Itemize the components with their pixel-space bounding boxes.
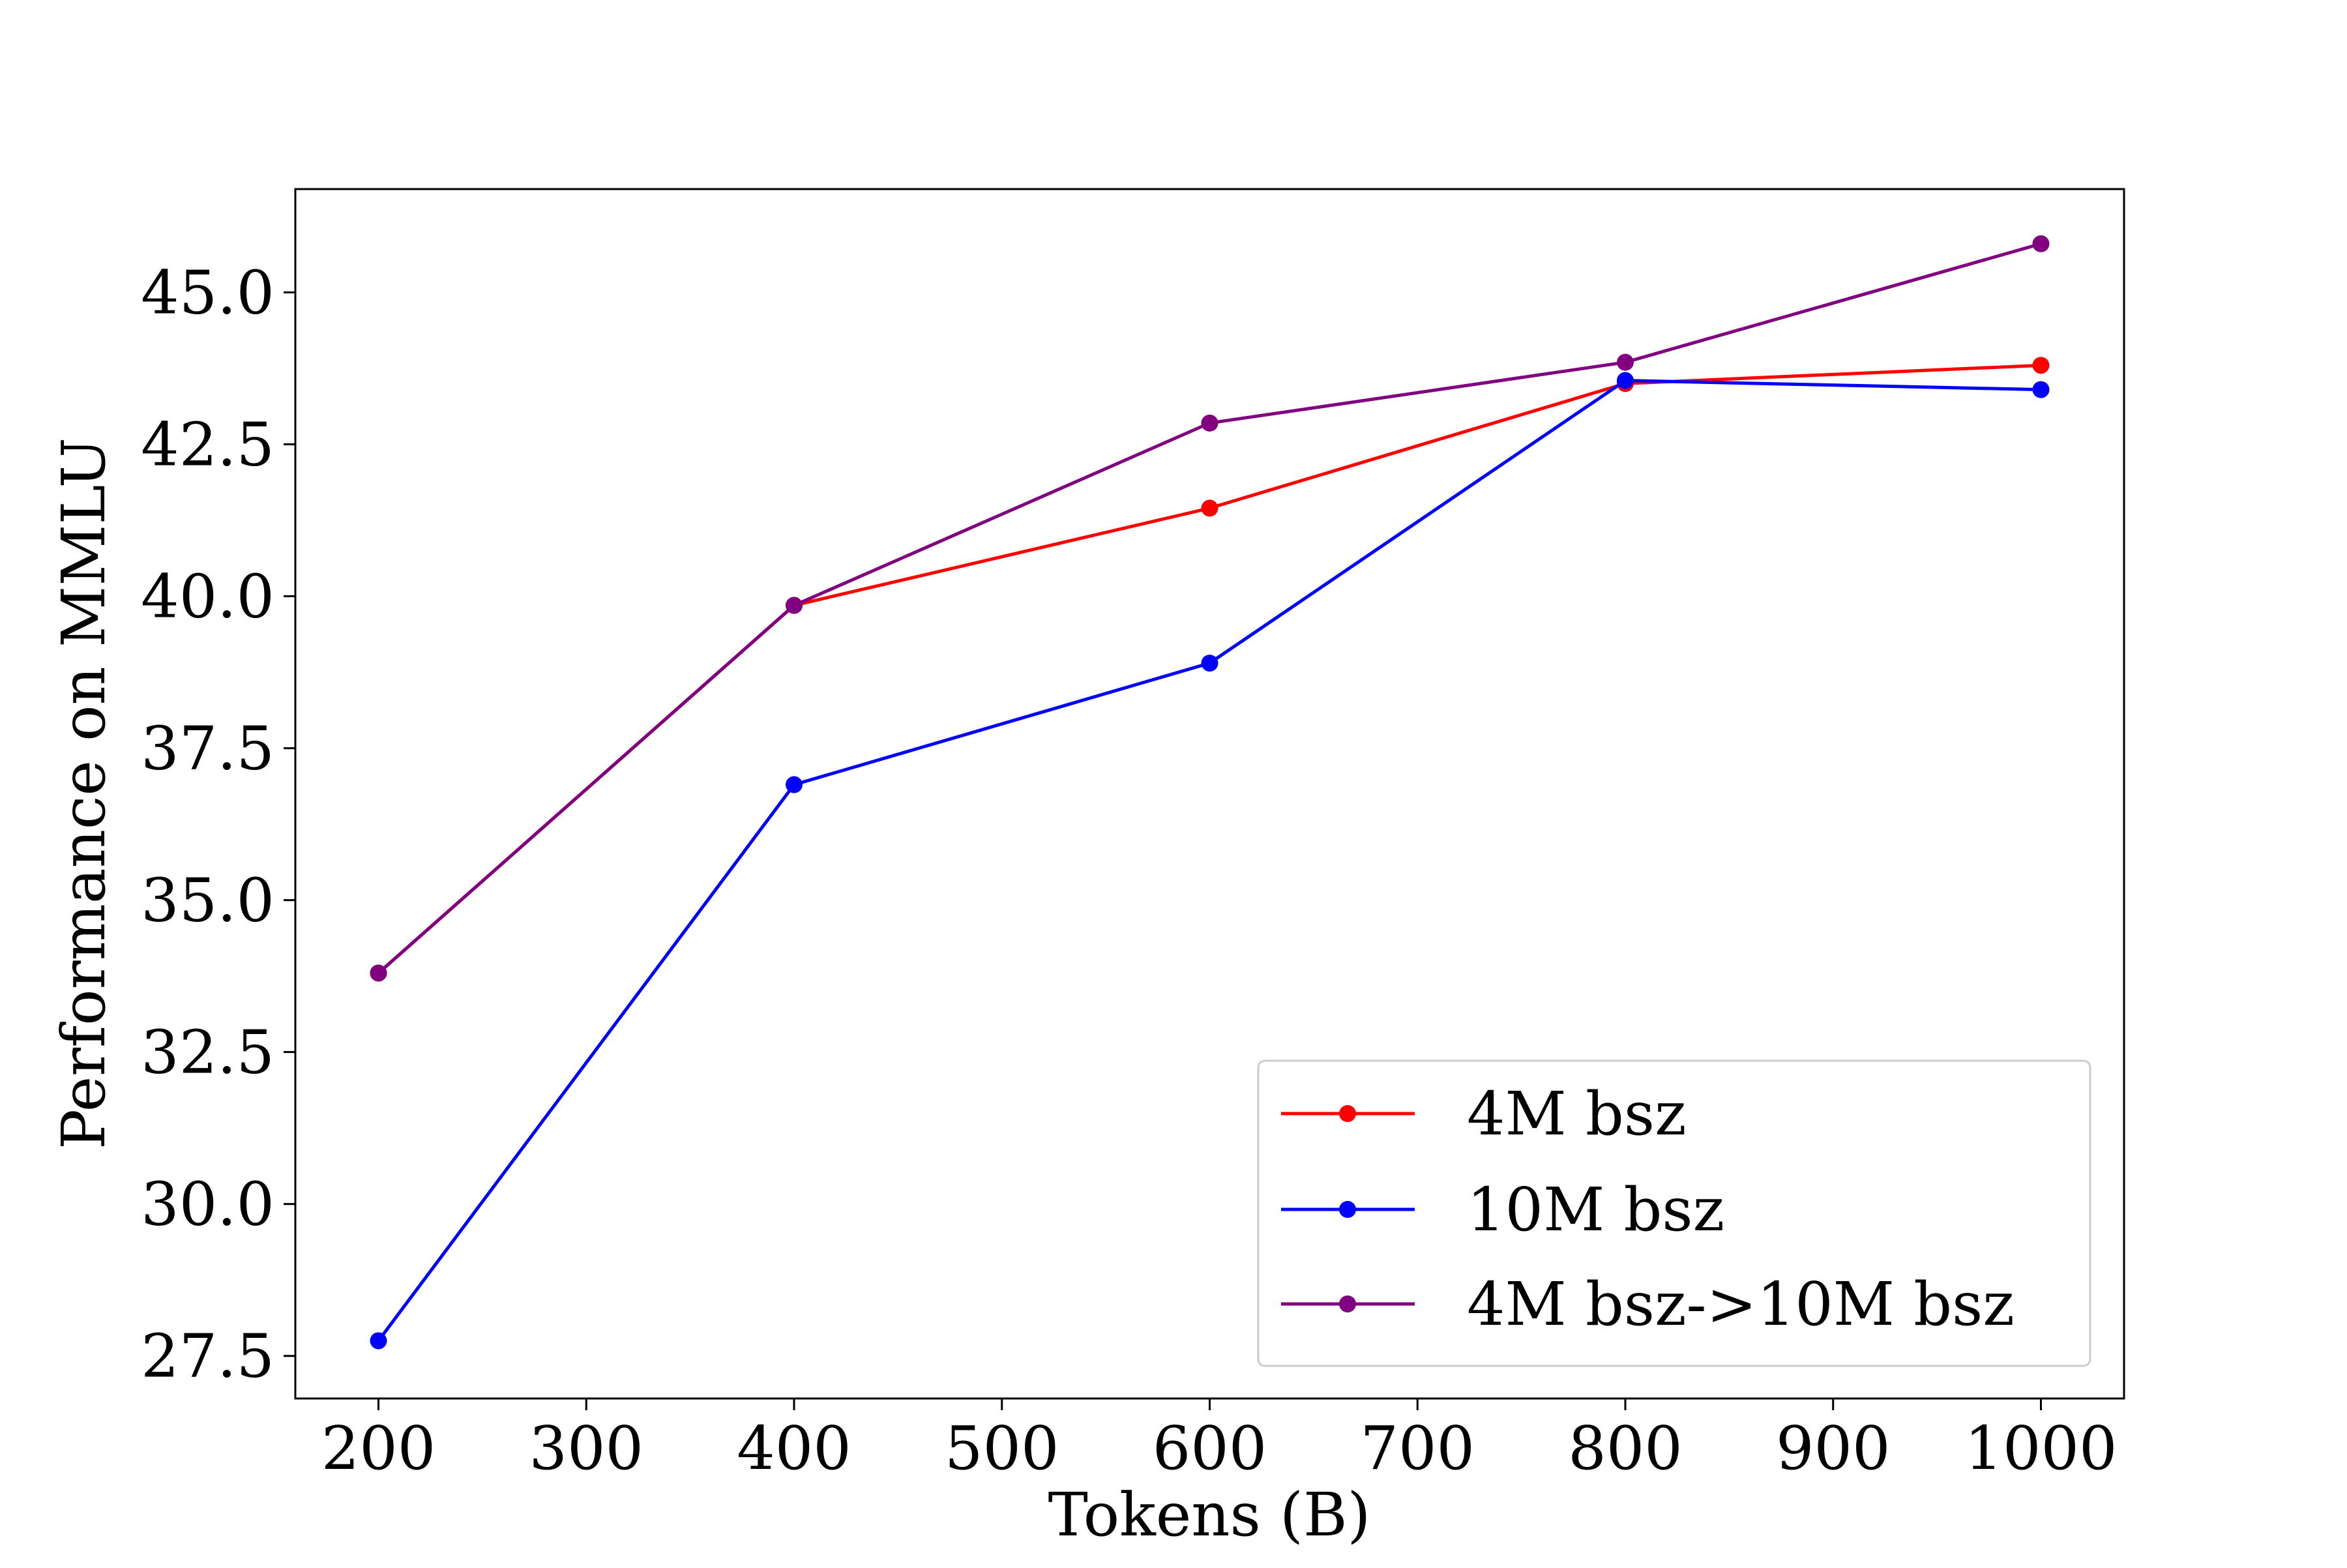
y-tick-label: 27.5: [141, 1322, 274, 1391]
legend-label: 4M bsz->10M bsz: [1467, 1269, 2015, 1339]
legend-label: 10M bsz: [1467, 1175, 1724, 1245]
y-tick-label: 45.0: [141, 258, 274, 327]
series-4m-bsz-10m-bsz: [370, 235, 2050, 982]
x-tick-label: 900: [1776, 1413, 1891, 1483]
x-tick-label: 400: [737, 1413, 851, 1483]
x-tick-label: 700: [1360, 1413, 1475, 1483]
data-point-4m-bsz-10m-bsz: [2032, 235, 2050, 252]
legend-marker: [1339, 1295, 1356, 1312]
y-tick-label: 32.5: [141, 1018, 274, 1087]
data-point-10m-bsz: [1617, 372, 1634, 389]
x-tick-label: 800: [1568, 1413, 1683, 1483]
legend-marker: [1339, 1105, 1356, 1122]
data-point-4m-bsz-10m-bsz: [370, 964, 387, 982]
x-axis-label: Tokens (B): [1048, 1480, 1371, 1550]
x-tick-label: 300: [529, 1413, 643, 1483]
legend-entry: 4M bsz: [1281, 1079, 1687, 1149]
y-tick-label: 35.0: [141, 866, 274, 936]
y-axis-label: Performance on MMLU: [49, 437, 119, 1149]
series-layer: [370, 235, 2050, 1350]
y-tick-label: 42.5: [141, 410, 274, 480]
series-10m-bsz: [370, 372, 2050, 1350]
legend-label: 4M bsz: [1467, 1079, 1687, 1149]
legend-entry: 10M bsz: [1281, 1175, 1724, 1245]
data-point-4m-bsz-10m-bsz: [1201, 414, 1218, 432]
data-point-10m-bsz: [1201, 655, 1218, 672]
data-point-4m-bsz-10m-bsz: [786, 597, 803, 614]
data-point-10m-bsz: [2032, 381, 2050, 398]
data-point-10m-bsz: [786, 776, 803, 793]
data-point-4m-bsz-10m-bsz: [1617, 353, 1634, 371]
x-tick-label: 1000: [1964, 1413, 2117, 1483]
x-axis: 200 300 400 500 600 700 800 900 1000: [321, 1398, 2118, 1483]
data-point-10m-bsz: [370, 1332, 387, 1350]
data-point-4m-bsz: [2032, 357, 2050, 374]
legend: 4M bsz 10M bsz 4M bsz->10M bsz: [1257, 1059, 2091, 1367]
y-tick-label: 37.5: [141, 714, 274, 784]
legend-entry: 4M bsz->10M bsz: [1281, 1269, 2015, 1339]
y-tick-label: 40.0: [141, 562, 274, 632]
legend-marker: [1339, 1201, 1356, 1218]
x-tick-label: 500: [945, 1413, 1059, 1483]
y-axis: 27.5 30.0 32.5 35.0 37.5 40.0 42.5 45.0: [141, 258, 295, 1391]
x-tick-label: 600: [1153, 1413, 1267, 1483]
data-point-4m-bsz: [1201, 499, 1218, 517]
legend-frame: [1257, 1059, 2091, 1367]
x-tick-label: 200: [321, 1413, 436, 1483]
y-tick-label: 30.0: [141, 1170, 274, 1239]
